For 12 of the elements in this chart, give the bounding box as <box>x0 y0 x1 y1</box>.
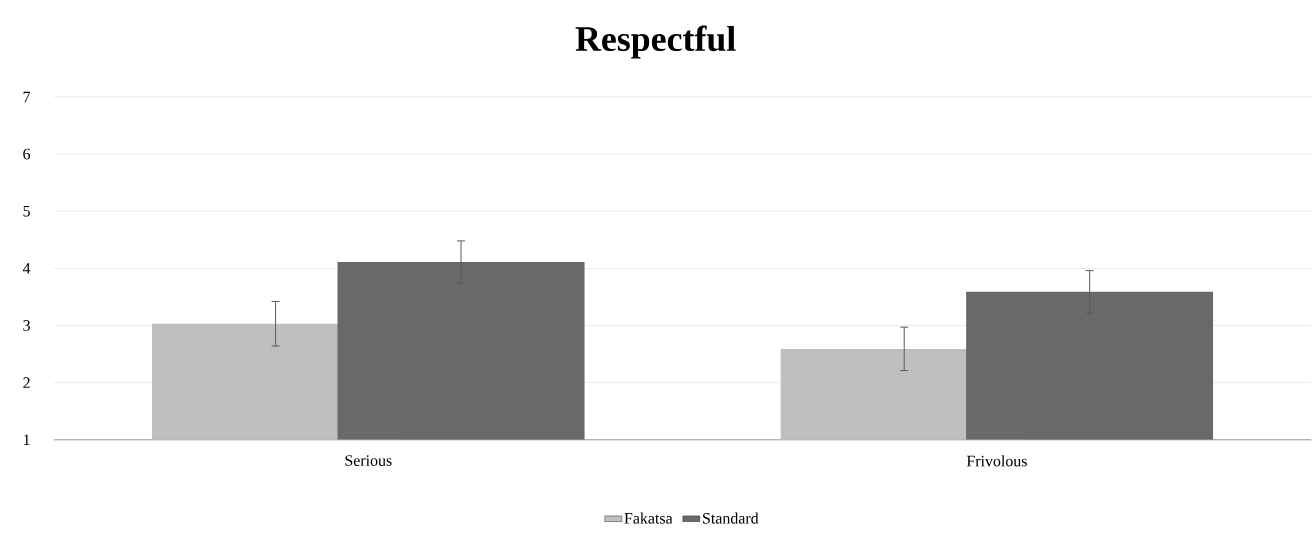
chart-title: Respectful <box>575 25 736 59</box>
y-tick-label: 5 <box>23 206 30 217</box>
x-tick-label: Serious <box>345 455 392 467</box>
y-tick-label: 1 <box>23 434 30 446</box>
x-tick-label: Frivolous <box>966 455 1027 467</box>
y-tick-label: 3 <box>23 320 30 331</box>
legend-label: Standard <box>703 512 759 524</box>
y-tick-label: 6 <box>23 148 31 160</box>
y-tick-label: 7 <box>23 91 31 103</box>
y-tick-label: 4 <box>22 263 31 274</box>
legend-label: Fakatsa <box>624 512 673 524</box>
y-tick-label: 2 <box>23 377 30 389</box>
